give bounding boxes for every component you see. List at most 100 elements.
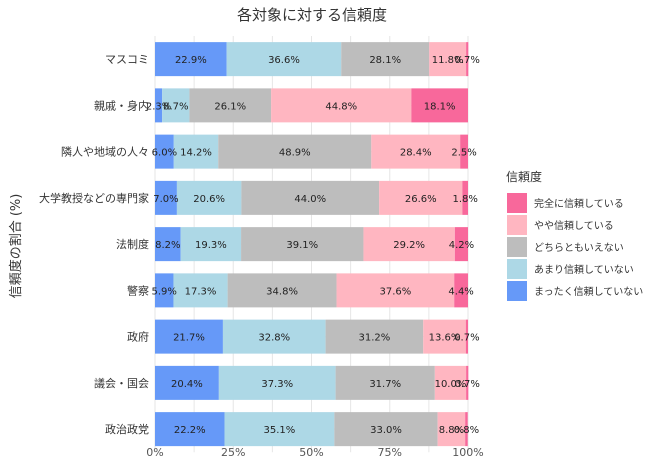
data-label: 2.5% bbox=[451, 148, 476, 159]
bar-segment bbox=[180, 227, 242, 262]
bar-segment bbox=[155, 180, 177, 215]
data-label: 22.9% bbox=[175, 55, 207, 66]
data-label: 31.7% bbox=[369, 379, 401, 390]
legend-label: あまり信頼していない bbox=[534, 264, 634, 276]
data-label: 36.6% bbox=[268, 55, 300, 66]
bar-segment bbox=[379, 180, 463, 215]
legend-title: 信頼度 bbox=[506, 169, 542, 184]
bar-segment bbox=[363, 227, 455, 262]
data-label: 26.6% bbox=[405, 194, 437, 205]
bar-segment bbox=[227, 273, 337, 308]
data-label: 4.2% bbox=[449, 240, 474, 251]
data-label: 28.1% bbox=[369, 55, 401, 66]
data-label: 5.9% bbox=[152, 286, 177, 297]
data-label: 33.0% bbox=[370, 425, 402, 436]
legend: 信頼度 完全に信頼しているやや信頼しているどちらともいえないあまり信頼していない… bbox=[506, 169, 643, 301]
data-label: 6.0% bbox=[152, 148, 177, 159]
bars: 22.9% 36.6% 28.1% 11.8%0.7%2.3%8.7% 26.1% 44.… bbox=[146, 42, 480, 447]
data-label: 44.0% bbox=[294, 194, 326, 205]
bar-segment bbox=[341, 42, 430, 77]
bar-segment bbox=[371, 134, 461, 169]
bar-segment bbox=[155, 42, 227, 77]
legend-swatch bbox=[507, 193, 527, 213]
data-label: 28.4% bbox=[400, 148, 432, 159]
bar-segment bbox=[423, 319, 466, 354]
bar-segment bbox=[460, 134, 468, 169]
x-tick-label: 75% bbox=[378, 446, 402, 459]
data-label: 10.0% bbox=[435, 379, 467, 390]
data-label: 48.9% bbox=[279, 148, 311, 159]
legend-label: どちらともいえない bbox=[534, 242, 624, 254]
legend-swatch bbox=[507, 259, 527, 279]
category-label: 議会・国会 bbox=[94, 376, 149, 390]
data-label: 0.7% bbox=[454, 333, 479, 344]
legend-swatch bbox=[507, 237, 527, 257]
data-label: 35.1% bbox=[264, 425, 296, 436]
bar-segment bbox=[334, 412, 438, 447]
bar-segment bbox=[465, 319, 468, 354]
data-label: 14.2% bbox=[180, 148, 212, 159]
data-label: 29.2% bbox=[393, 240, 425, 251]
bar-segment bbox=[454, 227, 468, 262]
bar-segment bbox=[429, 42, 467, 77]
bar-segment bbox=[176, 180, 242, 215]
bar-segment bbox=[241, 227, 364, 262]
bar-segment bbox=[465, 412, 468, 447]
data-label: 11.8% bbox=[432, 55, 464, 66]
data-label: 32.8% bbox=[258, 333, 290, 344]
x-tick-label: 100% bbox=[452, 446, 483, 459]
bar-segment bbox=[335, 365, 435, 400]
legend-items: 完全に信頼しているやや信頼しているどちらともいえないあまり信頼していないまったく… bbox=[507, 193, 643, 301]
bar-segment bbox=[155, 365, 219, 400]
bar-segment bbox=[155, 319, 223, 354]
legend-swatch bbox=[507, 215, 527, 235]
bar-segment bbox=[466, 365, 469, 400]
bar-segment bbox=[155, 134, 174, 169]
data-label: 0.8% bbox=[454, 425, 479, 436]
bar-segment bbox=[325, 319, 424, 354]
category-label: 大学教授などの専門家 bbox=[39, 191, 149, 205]
bar-segment bbox=[271, 88, 412, 123]
data-label: 0.7% bbox=[455, 379, 480, 390]
data-label: 8.8% bbox=[439, 425, 464, 436]
data-label: 19.3% bbox=[195, 240, 227, 251]
category-label: 隣人や地域の人々 bbox=[61, 145, 149, 159]
bar-segment bbox=[224, 412, 335, 447]
bar-segment bbox=[241, 180, 380, 215]
data-label: 20.4% bbox=[171, 379, 203, 390]
bar-segment bbox=[162, 88, 190, 123]
data-label: 21.7% bbox=[173, 333, 205, 344]
category-label: マスコミ bbox=[105, 53, 149, 66]
bar-segment bbox=[411, 88, 468, 123]
y-axis-title: 信頼度の割合 (%) bbox=[8, 194, 24, 299]
x-tick-labels: 0% 25% 50% 75% 100% bbox=[146, 446, 483, 459]
data-label: 37.3% bbox=[261, 379, 293, 390]
bar-segment bbox=[462, 180, 468, 215]
data-label: 26.1% bbox=[214, 101, 246, 112]
bar-segment bbox=[437, 412, 466, 447]
category-label: 警察 bbox=[127, 283, 149, 297]
x-tick-label: 25% bbox=[221, 446, 245, 459]
data-label: 17.3% bbox=[185, 286, 217, 297]
data-label: 44.8% bbox=[325, 101, 357, 112]
x-tick-label: 0% bbox=[146, 446, 163, 459]
bar-segment bbox=[173, 134, 219, 169]
data-label: 20.6% bbox=[193, 194, 225, 205]
data-label: 7.0% bbox=[153, 194, 178, 205]
bar-segment bbox=[454, 273, 468, 308]
bar-segment bbox=[155, 88, 163, 123]
bar-segment bbox=[155, 227, 181, 262]
legend-label: 完全に信頼している bbox=[534, 197, 624, 210]
bar-segment bbox=[155, 412, 225, 447]
bar-segment bbox=[218, 365, 336, 400]
category-label: 法制度 bbox=[116, 237, 149, 251]
x-tick-label: 50% bbox=[299, 446, 323, 459]
category-label: 政府 bbox=[127, 330, 149, 344]
data-label: 13.6% bbox=[429, 333, 461, 344]
bar-segment bbox=[226, 42, 342, 77]
data-label: 18.1% bbox=[424, 101, 456, 112]
bar-segment bbox=[173, 273, 228, 308]
data-label: 4.4% bbox=[448, 286, 473, 297]
data-label: 31.2% bbox=[359, 333, 391, 344]
